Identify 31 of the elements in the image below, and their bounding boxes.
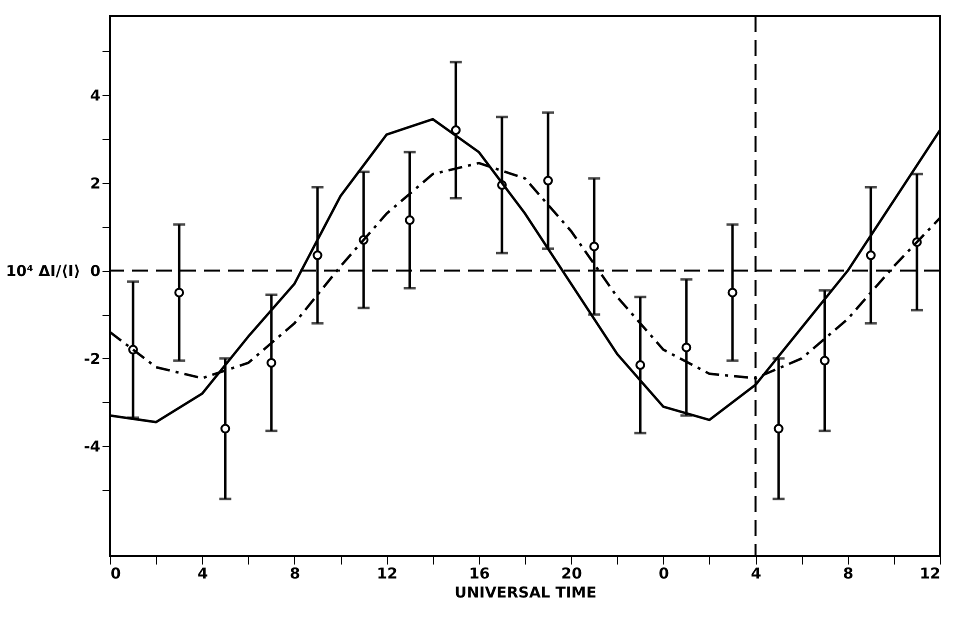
- x-tick-label: 4: [750, 564, 762, 582]
- point: [635, 360, 646, 370]
- y-tick-label: 4: [90, 86, 100, 105]
- point: [682, 342, 692, 352]
- point: [450, 125, 461, 136]
- point: [543, 176, 553, 186]
- point: [820, 356, 830, 366]
- point: [589, 242, 600, 252]
- point: [312, 250, 322, 260]
- y-tick-label: 2: [90, 174, 100, 192]
- y-tick-label: -4: [84, 438, 100, 456]
- point: [728, 288, 738, 298]
- x-tick-label: 4: [198, 564, 208, 582]
- y-axis-title: 10⁴ ΔI/⟨I⟩: [6, 262, 80, 280]
- point: [866, 250, 876, 260]
- x-tick-label: 0: [658, 564, 670, 582]
- point: [174, 288, 184, 298]
- x-axis-title: UNIVERSAL TIME: [454, 584, 596, 602]
- x-tick-label: 12: [920, 564, 940, 582]
- x-tick-label: 16: [468, 564, 490, 582]
- point: [774, 424, 784, 434]
- point: [266, 358, 276, 368]
- x-tick-label: 0: [110, 564, 121, 582]
- x-tick-label: 8: [843, 564, 854, 582]
- y-tick-label: -2: [84, 350, 100, 368]
- x-tick-label: 20: [561, 564, 582, 582]
- y-tick-label: 0: [90, 262, 100, 280]
- point: [220, 424, 230, 434]
- point: [404, 215, 415, 226]
- x-tick-label: 8: [290, 564, 300, 582]
- x-tick-label: 12: [376, 564, 398, 582]
